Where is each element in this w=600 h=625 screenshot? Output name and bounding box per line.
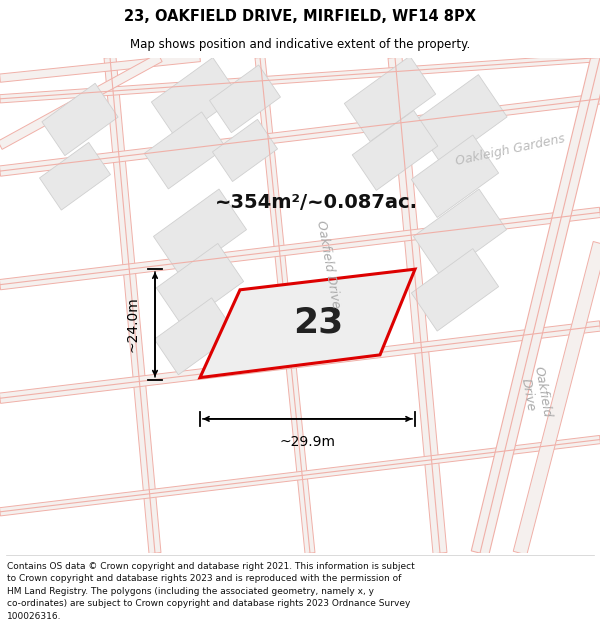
Text: ~29.9m: ~29.9m (280, 436, 335, 449)
Polygon shape (344, 56, 436, 141)
Polygon shape (40, 142, 110, 210)
Text: ~354m²/~0.087ac.: ~354m²/~0.087ac. (215, 192, 418, 211)
Polygon shape (0, 208, 600, 290)
Polygon shape (209, 65, 280, 132)
Polygon shape (42, 83, 118, 156)
Polygon shape (104, 57, 161, 554)
Text: Map shows position and indicative extent of the property.: Map shows position and indicative extent… (130, 38, 470, 51)
Text: Contains OS data © Crown copyright and database right 2021. This information is : Contains OS data © Crown copyright and d… (7, 562, 415, 571)
Text: Oakleigh Gardens: Oakleigh Gardens (454, 132, 566, 168)
Polygon shape (413, 74, 507, 164)
Polygon shape (0, 94, 600, 176)
Text: HM Land Registry. The polygons (including the associated geometry, namely x, y: HM Land Registry. The polygons (includin… (7, 587, 374, 596)
Polygon shape (0, 436, 600, 516)
Polygon shape (0, 321, 600, 403)
Text: 23, OAKFIELD DRIVE, MIRFIELD, WF14 8PX: 23, OAKFIELD DRIVE, MIRFIELD, WF14 8PX (124, 9, 476, 24)
Text: 100026316.: 100026316. (7, 612, 62, 621)
Polygon shape (0, 53, 600, 103)
Polygon shape (513, 241, 600, 555)
Text: Oakfield
Drive: Oakfield Drive (517, 365, 553, 421)
Polygon shape (154, 189, 247, 277)
Polygon shape (154, 298, 236, 375)
Text: Oakfield Drive: Oakfield Drive (314, 219, 342, 309)
Polygon shape (412, 135, 499, 218)
Polygon shape (212, 119, 278, 181)
Polygon shape (157, 243, 244, 326)
Polygon shape (352, 111, 438, 191)
Polygon shape (151, 58, 239, 140)
Polygon shape (412, 249, 499, 331)
Polygon shape (200, 269, 415, 378)
Polygon shape (471, 55, 600, 556)
Polygon shape (0, 53, 162, 149)
Polygon shape (413, 189, 506, 277)
Polygon shape (388, 57, 447, 554)
Polygon shape (0, 53, 200, 82)
Text: to Crown copyright and database rights 2023 and is reproduced with the permissio: to Crown copyright and database rights 2… (7, 574, 401, 583)
Text: co-ordinates) are subject to Crown copyright and database rights 2023 Ordnance S: co-ordinates) are subject to Crown copyr… (7, 599, 410, 609)
Polygon shape (255, 57, 315, 554)
Text: ~24.0m: ~24.0m (125, 296, 139, 352)
Polygon shape (144, 112, 226, 189)
Text: 23: 23 (293, 306, 344, 340)
